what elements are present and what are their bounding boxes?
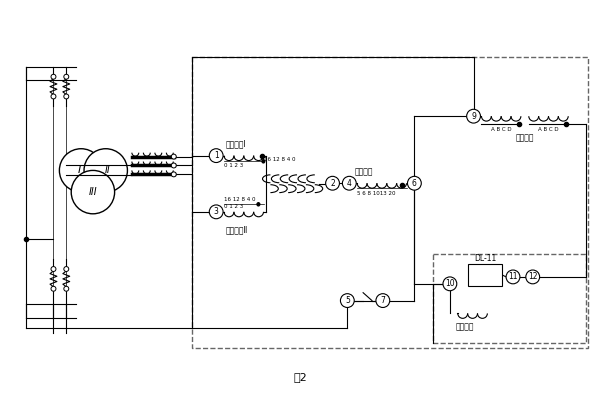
- Text: 0 1 2 3: 0 1 2 3: [224, 163, 244, 168]
- Text: 工作绕组: 工作绕组: [354, 167, 373, 176]
- Circle shape: [326, 176, 340, 190]
- Circle shape: [51, 74, 56, 79]
- Circle shape: [64, 286, 69, 291]
- Circle shape: [59, 149, 103, 192]
- Circle shape: [407, 176, 421, 190]
- Text: DL-11: DL-11: [474, 254, 496, 263]
- Circle shape: [343, 176, 356, 190]
- Circle shape: [467, 109, 481, 123]
- Circle shape: [172, 172, 176, 177]
- Circle shape: [506, 270, 520, 284]
- Circle shape: [172, 154, 176, 159]
- Text: 10: 10: [445, 279, 455, 288]
- Text: 1: 1: [214, 151, 218, 160]
- Text: 5 6 8 1013 20: 5 6 8 1013 20: [357, 190, 395, 196]
- Text: 0 1 2 3: 0 1 2 3: [224, 204, 244, 210]
- Text: II: II: [105, 166, 110, 176]
- Circle shape: [64, 94, 69, 99]
- Text: A B C D: A B C D: [538, 128, 559, 132]
- Text: 4: 4: [347, 179, 352, 188]
- Text: 11: 11: [508, 272, 518, 282]
- Text: 12: 12: [528, 272, 538, 282]
- Bar: [467, 264, 502, 286]
- Text: 平衡绕组Ⅱ: 平衡绕组Ⅱ: [226, 225, 248, 234]
- Text: 16 12 8 4 0: 16 12 8 4 0: [224, 196, 256, 202]
- Circle shape: [209, 205, 223, 219]
- Circle shape: [209, 149, 223, 162]
- Text: 9: 9: [471, 112, 476, 121]
- Text: ●: ●: [256, 202, 260, 206]
- Text: A B C D: A B C D: [491, 128, 511, 132]
- Circle shape: [51, 94, 56, 99]
- Circle shape: [340, 294, 354, 308]
- Text: III: III: [89, 187, 97, 197]
- Text: 3: 3: [214, 207, 218, 216]
- Text: 图2: 图2: [293, 372, 307, 382]
- Circle shape: [64, 74, 69, 79]
- Circle shape: [51, 266, 56, 272]
- Text: 7: 7: [380, 296, 385, 305]
- Text: 短路绕组: 短路绕组: [515, 133, 534, 142]
- Circle shape: [172, 163, 176, 168]
- Circle shape: [64, 266, 69, 272]
- Text: 5: 5: [345, 296, 350, 305]
- Text: 二次绕组: 二次绕组: [455, 323, 474, 332]
- Circle shape: [51, 286, 56, 291]
- Circle shape: [443, 277, 457, 291]
- Circle shape: [376, 294, 390, 308]
- Circle shape: [526, 270, 539, 284]
- Text: 6: 6: [412, 179, 417, 188]
- Text: ●: ●: [260, 158, 265, 163]
- Text: 16 12 8 4 0: 16 12 8 4 0: [263, 157, 295, 162]
- Circle shape: [84, 149, 127, 192]
- Text: I: I: [77, 166, 81, 176]
- Circle shape: [71, 170, 115, 214]
- Text: 平衡绕组I: 平衡绕组I: [226, 139, 247, 148]
- Text: 2: 2: [330, 179, 335, 188]
